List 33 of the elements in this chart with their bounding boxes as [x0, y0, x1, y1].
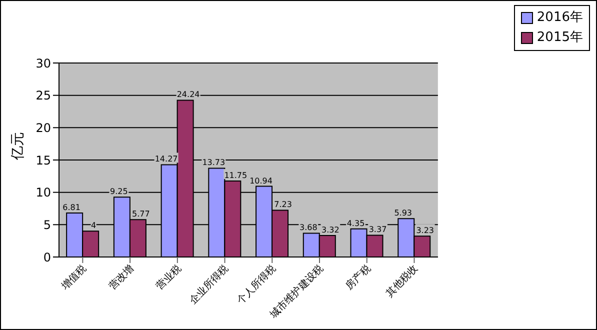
y-tick-label: 0 — [43, 250, 51, 264]
legend-label: 2015年 — [536, 29, 583, 47]
data-label: 3.23 — [416, 226, 434, 236]
data-label: 3.68 — [299, 223, 318, 232]
x-tick-label: 营改增 — [106, 262, 136, 292]
data-label: 4.35 — [346, 218, 365, 228]
data-label: 10.94 — [250, 176, 272, 186]
y-tick-label: 30 — [36, 56, 51, 70]
data-label: 4 — [91, 221, 96, 230]
x-tick-label: 营业税 — [154, 262, 184, 292]
y-tick-label: 5 — [43, 218, 51, 232]
data-label: 14.27 — [154, 154, 178, 164]
x-tick-label: 个人所得税 — [234, 262, 278, 306]
data-label: 7.23 — [274, 200, 292, 210]
x-tick-label: 增值税 — [58, 262, 89, 294]
data-label: 3.32 — [321, 226, 340, 235]
y-axis-title: 亿元 — [10, 132, 26, 161]
data-label: 11.75 — [224, 171, 248, 180]
x-tick-label: 房产税 — [343, 262, 373, 292]
y-tick-label: 25 — [36, 88, 51, 103]
x-tick-label: 企业所得税 — [187, 262, 231, 306]
data-label: 24.24 — [176, 90, 200, 100]
data-label: 13.73 — [202, 158, 226, 168]
y-tick-label: 15 — [36, 153, 51, 168]
data-label: 5.93 — [394, 208, 412, 218]
data-label: 9.25 — [110, 187, 128, 196]
x-tick-label: 其他税收 — [384, 262, 420, 300]
data-label: 6.81 — [62, 202, 80, 212]
y-tick-label: 10 — [36, 186, 51, 200]
legend-label: 2016年 — [536, 9, 583, 27]
data-label: 3.37 — [368, 225, 387, 234]
y-tick-label: 20 — [36, 120, 51, 135]
data-label: 5.77 — [132, 210, 150, 219]
